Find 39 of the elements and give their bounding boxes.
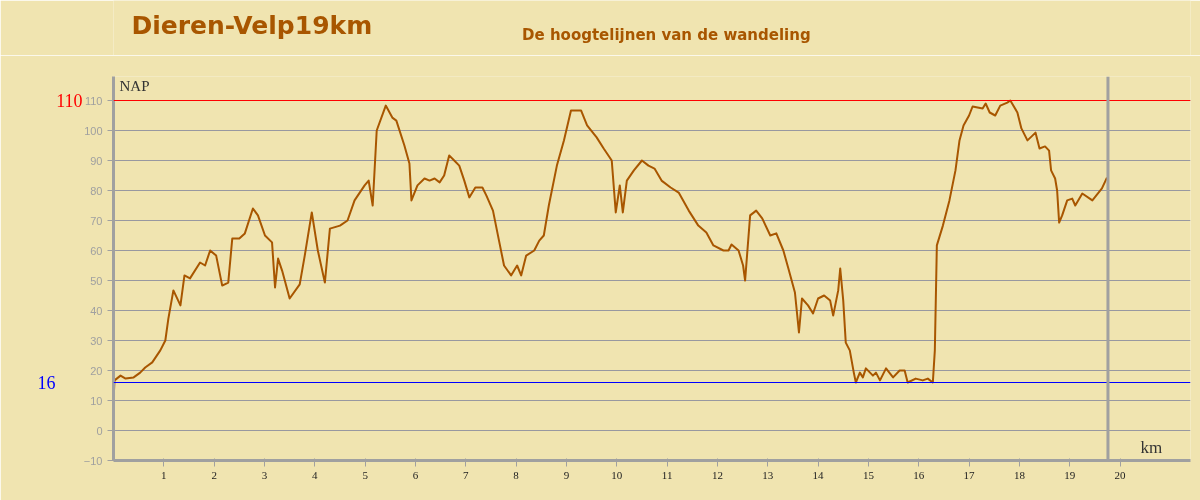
x-tick-label: 3: [261, 468, 268, 481]
chart-subtitle: De hoogtelijnen van de wandeling: [522, 25, 811, 44]
x-tick-label: 4: [312, 468, 319, 481]
y-tick-label: 110: [84, 94, 103, 107]
y-tick-label: 0: [96, 424, 103, 437]
y-tick-label: 40: [90, 304, 103, 317]
x-tick-label: 5: [362, 468, 369, 481]
x-tick-label: 6: [412, 468, 419, 481]
y-tick-label: −10: [83, 454, 103, 467]
y-tick-label: 10: [90, 394, 103, 407]
y-tick-label: 90: [90, 154, 103, 167]
ref-line-label: 110: [56, 91, 83, 111]
x-tick-label: 11: [661, 468, 673, 481]
y-tick-label: 70: [90, 214, 103, 227]
x-tick-label: 12: [711, 468, 723, 481]
x-tick-label: 10: [611, 468, 623, 481]
x-tick-label: 18: [1013, 468, 1026, 481]
x-tick-label: 19: [1064, 468, 1076, 481]
x-tick-label: 13: [762, 468, 774, 481]
chart-title: Dieren-Velp19km: [131, 11, 373, 40]
x-tick-label: 2: [211, 468, 217, 481]
x-tick-label: 16: [913, 468, 925, 481]
x-tick-label: 14: [812, 468, 825, 481]
y-axis-title: NAP: [119, 77, 150, 94]
x-tick-label: 17: [963, 468, 976, 481]
x-tick-label: 7: [463, 468, 470, 481]
y-tick-label: 60: [90, 244, 103, 257]
y-tick-label: 50: [90, 274, 103, 287]
x-tick-label: 1: [161, 468, 167, 481]
y-tick-label: 30: [90, 334, 103, 347]
y-tick-label: 80: [90, 184, 103, 197]
ref-line-label: 16: [37, 373, 56, 393]
x-tick-label: 9: [563, 468, 570, 481]
y-tick-label: 20: [90, 364, 103, 377]
y-tick-label: 100: [84, 124, 103, 137]
x-axis-title: km: [1140, 437, 1163, 457]
x-tick-label: 20: [1114, 468, 1127, 481]
x-tick-label: 15: [862, 468, 875, 481]
x-tick-label: 8: [513, 468, 520, 481]
